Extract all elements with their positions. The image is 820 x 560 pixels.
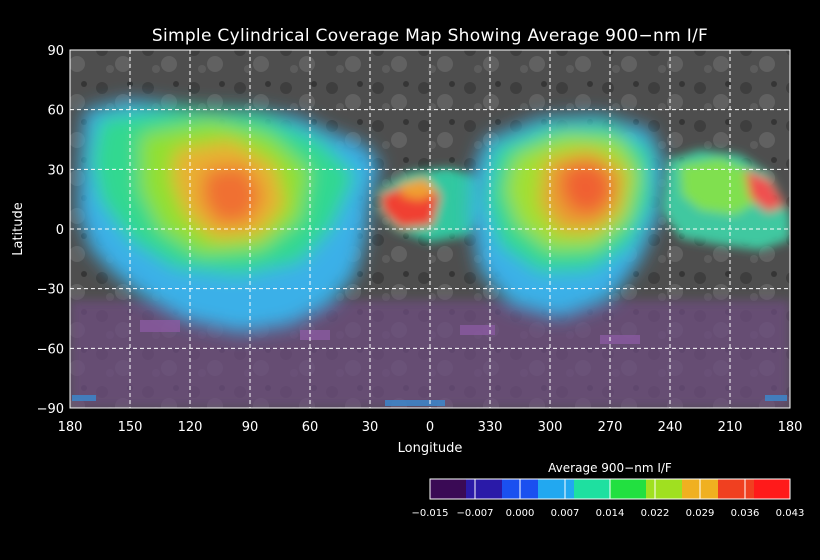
colorbar-tick-label: 0.007	[551, 508, 580, 519]
latitude-ticks: 90 60 30 0 −30 −60 −90	[37, 44, 64, 417]
colorbar-swatch	[466, 479, 503, 499]
colorbar-swatch	[538, 479, 575, 499]
map-frame	[69, 49, 791, 409]
lon-tick-label: 120	[178, 420, 203, 435]
colorbar-tick-label: 0.036	[731, 508, 760, 519]
colorbar-tick-label: 0.000	[506, 508, 535, 519]
lat-tick-label: 30	[47, 163, 64, 178]
colorbar-swatch	[430, 479, 467, 499]
colorbar-tick-label: −0.015	[411, 508, 448, 519]
lon-tick-label: 60	[302, 420, 319, 435]
coverage-region-center	[378, 168, 485, 242]
lon-tick-label: 300	[538, 420, 563, 435]
lon-tick-label: 0	[426, 420, 434, 435]
longitude-ticks: 180 150 120 90 60 30 0 330 300 270 240 210 180	[58, 420, 803, 435]
lat-tick-label: −90	[37, 402, 64, 417]
lat-tick-label: 60	[47, 104, 64, 119]
colorbar-tick-label: 0.029	[686, 508, 715, 519]
lon-tick-label: 210	[718, 420, 743, 435]
coverage-region-far-east	[662, 150, 790, 250]
lon-tick-label: 240	[658, 420, 683, 435]
lon-tick-label: 270	[598, 420, 623, 435]
colorbar-swatch	[574, 479, 611, 499]
colorbar-swatch	[610, 479, 647, 499]
y-axis-label: Latitude	[11, 202, 26, 256]
colorbar-tick-label: 0.014	[596, 508, 625, 519]
coverage-region-west	[78, 100, 380, 332]
colorbar-ticks: −0.015 −0.007 0.000 0.007 0.014 0.022 0.029 0.0…	[411, 479, 804, 519]
colorbar-tick-label: 0.043	[776, 508, 805, 519]
lat-tick-label: 0	[56, 223, 64, 238]
lon-tick-label: 30	[362, 420, 379, 435]
lon-tick-label: 330	[478, 420, 503, 435]
southern-patches	[72, 320, 787, 406]
colorbar-tick-label: 0.022	[641, 508, 670, 519]
lat-tick-label: −30	[37, 283, 64, 298]
lat-tick-label: 90	[47, 44, 64, 59]
lon-tick-label: 180	[58, 420, 83, 435]
colorbar-title: Average 900−nm I/F	[548, 461, 672, 475]
coverage-region-east	[470, 115, 665, 318]
lon-tick-label: 90	[242, 420, 259, 435]
colorbar-tick-label: −0.007	[456, 508, 493, 519]
colorbar-swatch	[718, 479, 755, 499]
map-panel	[70, 50, 790, 408]
lat-tick-label: −60	[37, 342, 64, 357]
colorbar-swatch	[646, 479, 683, 499]
lon-tick-label: 150	[118, 420, 143, 435]
colorbar-swatch	[754, 479, 791, 499]
lon-tick-label: 180	[778, 420, 803, 435]
map-title: Simple Cylindrical Coverage Map Showing …	[152, 26, 708, 46]
map-grid	[70, 50, 790, 408]
x-axis-label: Longitude	[398, 441, 463, 456]
